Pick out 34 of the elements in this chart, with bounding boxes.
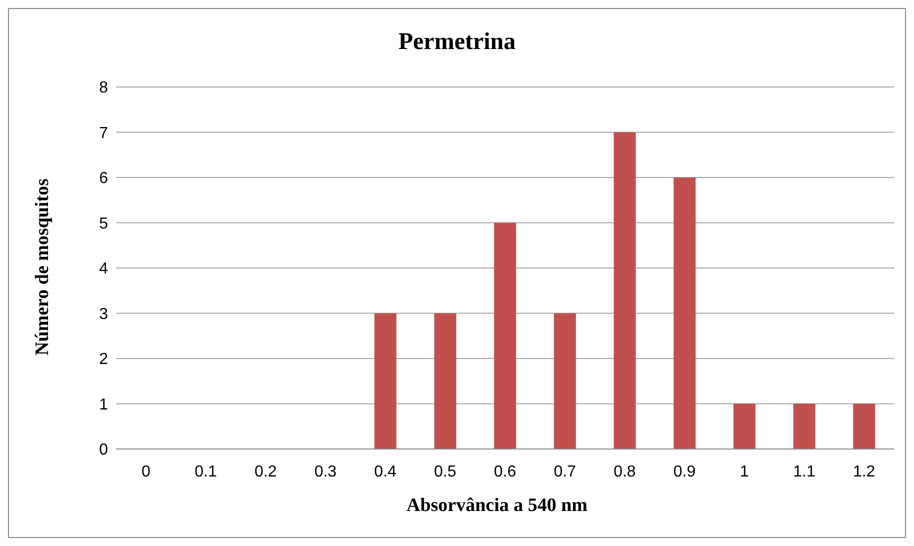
y-tick-label: 4 xyxy=(99,260,108,278)
x-tick-label: 0.7 xyxy=(554,463,576,480)
y-tick-label: 2 xyxy=(99,351,108,368)
y-tick-label: 5 xyxy=(99,215,108,232)
chart-title: Permetrina xyxy=(397,29,517,56)
x-tick-label: 0.5 xyxy=(434,463,456,480)
x-tick-label: 0 xyxy=(141,463,150,480)
y-tick-label: 1 xyxy=(99,396,108,414)
x-tick-label: 1 xyxy=(740,463,749,480)
bar xyxy=(733,404,756,449)
y-tick-label: 8 xyxy=(99,80,108,97)
bar xyxy=(554,313,576,449)
x-tick-label: 0.2 xyxy=(254,463,277,480)
x-tick-label: 0.6 xyxy=(494,463,516,480)
y-tick-label: 3 xyxy=(99,306,108,323)
x-tick-label: 0.8 xyxy=(614,463,636,480)
x-axis-title: Absorvância a 540 nm xyxy=(405,495,589,517)
bar xyxy=(494,222,516,449)
x-tick-label: 0.9 xyxy=(673,463,696,480)
bar xyxy=(793,404,816,449)
x-tick-label: 1.2 xyxy=(852,463,876,480)
bar xyxy=(374,313,396,449)
bar xyxy=(614,132,636,449)
y-axis-title: Número de mosquitos xyxy=(32,178,54,356)
bar xyxy=(674,178,696,449)
x-tick-label: 1.1 xyxy=(793,463,816,480)
y-tick-label: 7 xyxy=(99,124,108,142)
y-tick-label: 0 xyxy=(99,442,108,459)
bar xyxy=(853,404,876,449)
y-tick-label: 6 xyxy=(99,170,108,188)
bar xyxy=(434,313,456,449)
x-tick-label: 0.4 xyxy=(374,463,397,480)
x-tick-label: 0.1 xyxy=(194,463,217,480)
x-tick-label: 0.3 xyxy=(314,463,337,480)
